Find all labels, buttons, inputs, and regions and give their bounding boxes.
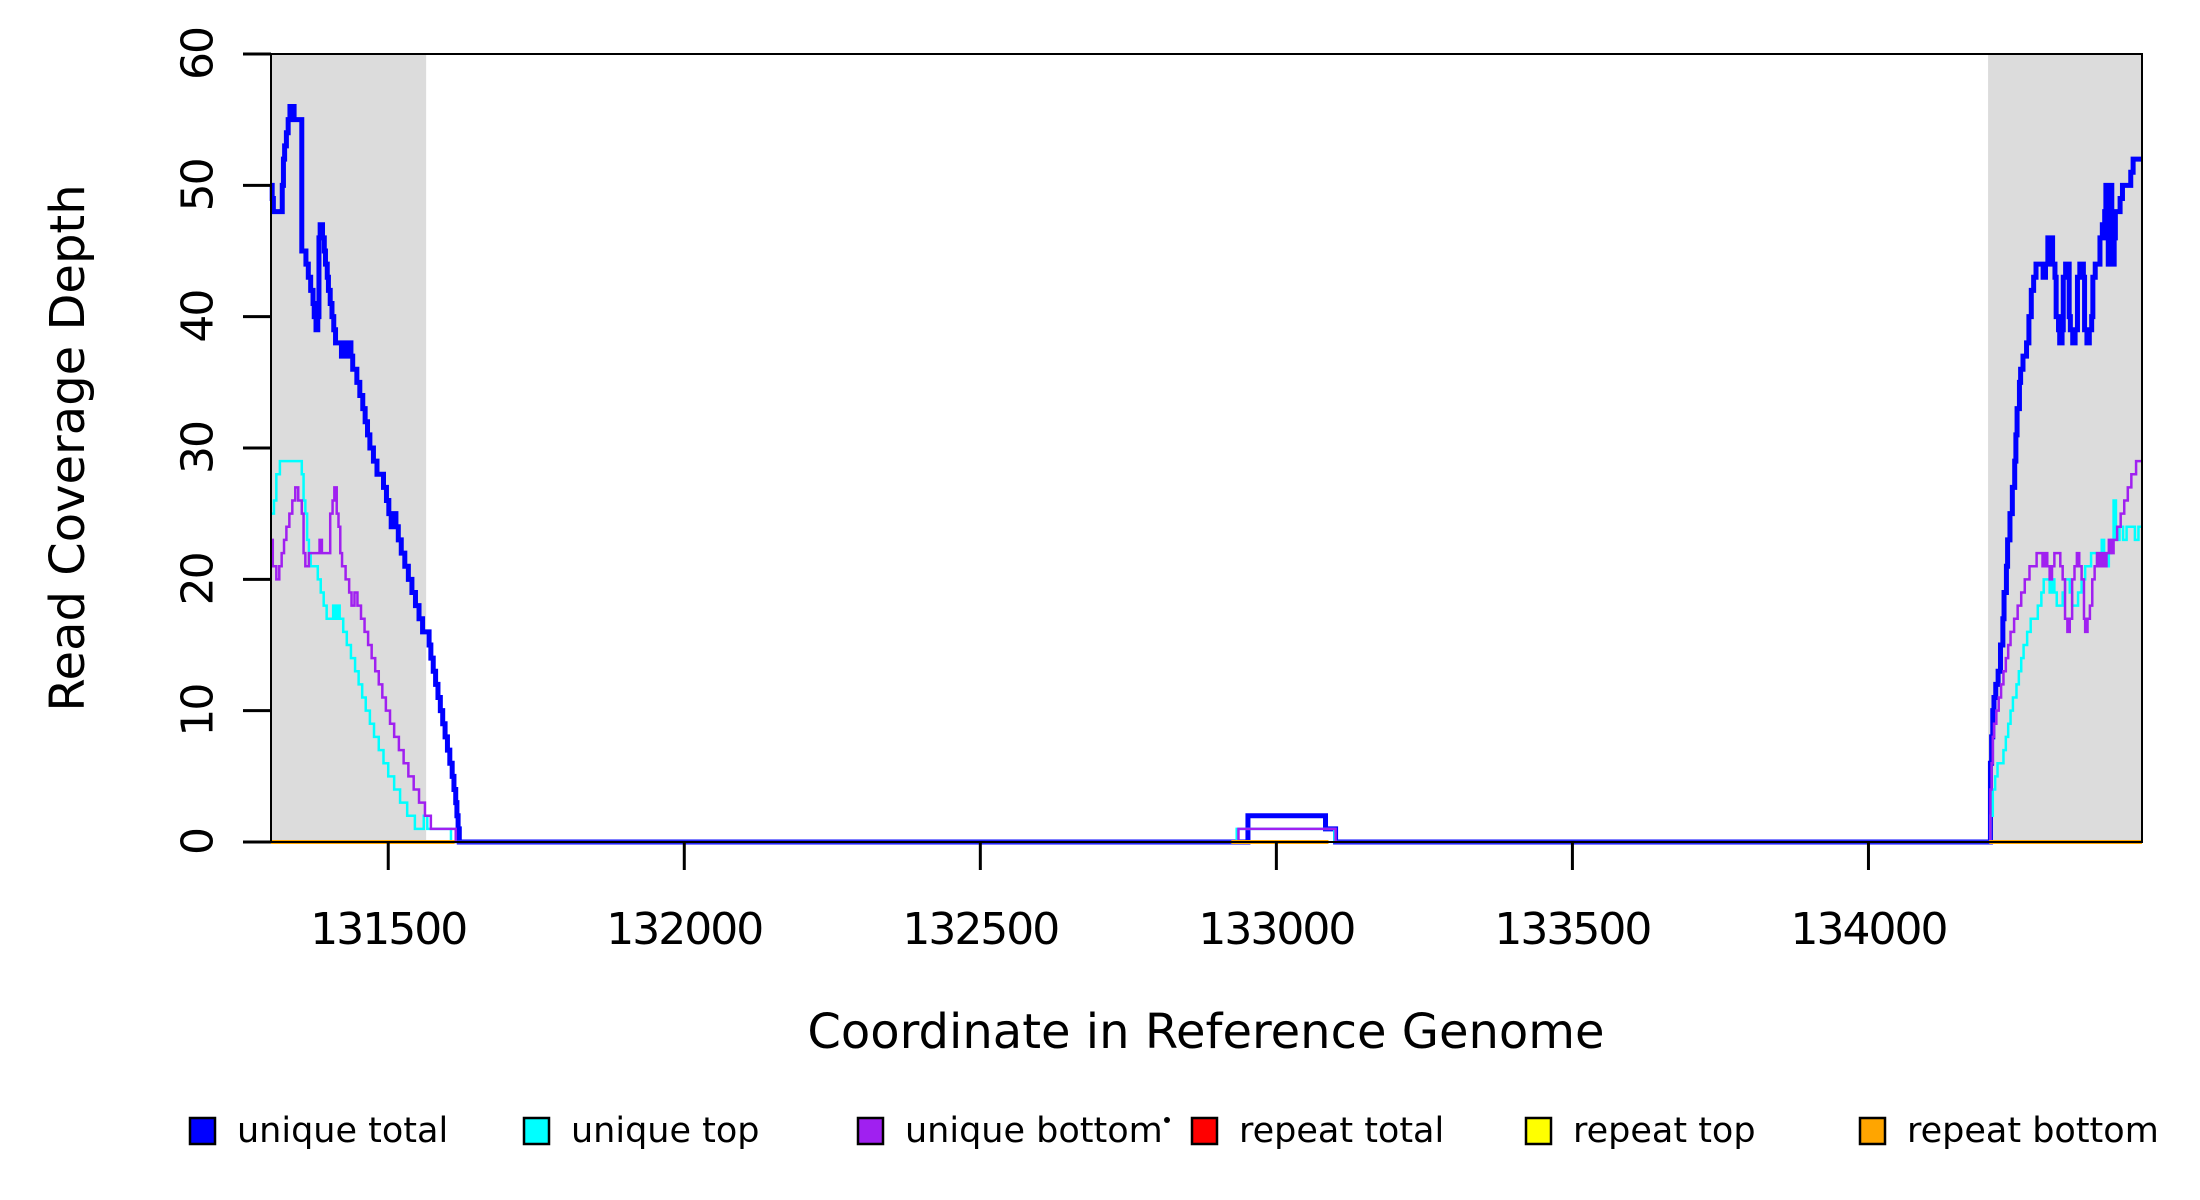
y-tick-label: 0 [173, 829, 224, 855]
y-tick-label: 60 [173, 28, 224, 80]
legend-item-unique-total: unique total [188, 1111, 448, 1151]
legend-swatch-repeat-total [1190, 1116, 1219, 1146]
series-line-unique-bottom [271, 459, 2142, 844]
legend-swatch-unique-top [522, 1116, 551, 1146]
legend-swatch-repeat-bottom [1858, 1116, 1887, 1146]
plot-border [270, 53, 2143, 843]
legend-item-repeat-top: repeat top [1524, 1111, 1756, 1151]
chart-legend: unique total unique top unique bottom repea… [188, 1111, 2159, 1151]
y-axis-title: Read Coverage Depth [40, 184, 96, 711]
legend-label-repeat-top: repeat top [1573, 1111, 1756, 1151]
shaded-repeat-regions [271, 54, 2142, 842]
legend-label-repeat-bottom: repeat bottom [1907, 1111, 2159, 1151]
legend-label-unique-total: unique total [237, 1111, 448, 1151]
x-axis-title: Coordinate in Reference Genome [807, 1004, 1604, 1060]
legend-swatch-unique-bottom [856, 1116, 885, 1146]
x-tick-label: 133500 [1494, 904, 1650, 955]
x-axis-ticks: 131500 132000 132500 133000 133500 134000 [310, 842, 1948, 955]
y-tick-label: 10 [173, 685, 224, 737]
legend-swatch-unique-total [188, 1116, 217, 1146]
y-axis-ticks: 0 10 20 30 40 50 60 [173, 28, 271, 855]
coverage-series-lines [269, 104, 2142, 845]
repeat-region-left [271, 54, 427, 842]
y-tick-label: 30 [173, 422, 224, 474]
legend-item-unique-bottom: unique bottom [856, 1111, 1163, 1151]
legend-item-repeat-total: repeat total [1190, 1111, 1444, 1151]
legend-label-repeat-total: repeat total [1239, 1111, 1444, 1151]
y-tick-label: 20 [173, 553, 224, 605]
legend-label-unique-top: unique top [571, 1111, 760, 1151]
x-tick-label: 134000 [1790, 904, 1946, 955]
legend-label-unique-bottom: unique bottom [905, 1111, 1163, 1151]
legend-swatch-repeat-top [1524, 1116, 1553, 1146]
stray-mark-dot [1164, 1117, 1170, 1123]
x-tick-label: 133000 [1198, 904, 1354, 955]
series-line-unique-total [269, 104, 2142, 845]
x-tick-label: 131500 [310, 904, 466, 955]
y-tick-label: 50 [173, 159, 224, 211]
y-tick-label: 40 [173, 291, 224, 343]
x-tick-label: 132500 [902, 904, 1058, 955]
series-line-unique-top [271, 459, 2142, 844]
legend-item-unique-top: unique top [522, 1111, 760, 1151]
legend-item-repeat-bottom: repeat bottom [1858, 1111, 2159, 1151]
x-tick-label: 132000 [606, 904, 762, 955]
